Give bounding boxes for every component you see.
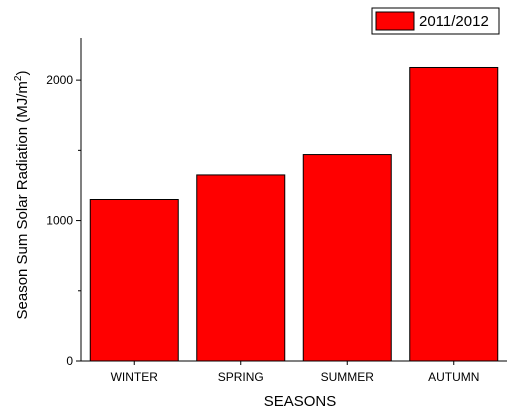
bar-spring xyxy=(196,174,286,362)
x-axis-title: SEASONS xyxy=(264,393,337,410)
x-tick-label: WINTER xyxy=(111,370,159,384)
x-tick-label: SUMMER xyxy=(321,370,375,384)
legend-swatch xyxy=(375,11,415,31)
y-tick-label: 0 xyxy=(66,354,73,368)
y-tick-label: 1000 xyxy=(46,214,73,228)
legend-label: 2011/2012 xyxy=(419,13,489,30)
bar-autumn xyxy=(409,66,499,362)
bars xyxy=(89,66,499,362)
y-tick-labels: 0 1000 2000 xyxy=(46,73,73,368)
x-tick-label: SPRING xyxy=(218,370,264,384)
x-tick-labels: WINTER SPRING SUMMER AUTUMN xyxy=(111,370,480,384)
bar-summer xyxy=(302,154,392,362)
y-tick-label: 2000 xyxy=(46,73,73,87)
legend: 2011/2012 xyxy=(371,7,500,35)
axes xyxy=(76,38,507,365)
y-axis-title: Season Sum Solar Radiation (MJ/m2) xyxy=(13,71,31,320)
bar-winter xyxy=(89,199,179,362)
x-tick-label: AUTUMN xyxy=(428,370,479,384)
